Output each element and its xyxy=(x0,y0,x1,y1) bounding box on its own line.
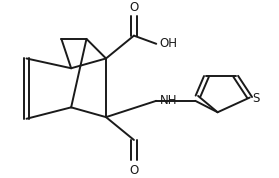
Text: S: S xyxy=(252,92,260,105)
Text: OH: OH xyxy=(160,37,178,50)
Text: NH: NH xyxy=(160,94,177,107)
Text: O: O xyxy=(129,1,139,14)
Text: O: O xyxy=(129,164,139,177)
